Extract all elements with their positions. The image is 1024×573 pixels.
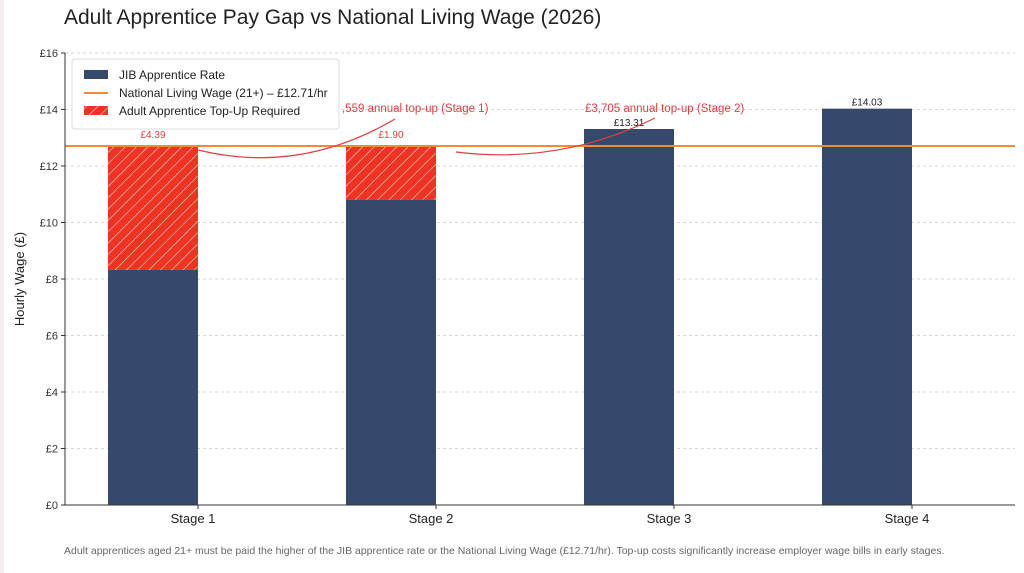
y-tick-label: £0 xyxy=(46,500,58,512)
legend-label-nlw: National Living Wage (21+) – £12.71/hr xyxy=(119,86,328,100)
footnote: Adult apprentices aged 21+ must be paid … xyxy=(64,545,945,557)
annotation-arrow-stage-2 xyxy=(455,117,656,156)
page-edge xyxy=(0,0,4,573)
y-axis-label: Hourly Wage (£) xyxy=(12,232,27,326)
bar-value-label: £14.03 xyxy=(852,98,883,109)
x-tick-label: Stage 2 xyxy=(409,511,454,526)
legend-swatch-top-up xyxy=(84,106,108,115)
x-tick-label: Stage 4 xyxy=(885,511,930,526)
bar-jib-rate xyxy=(584,128,674,505)
legend-box xyxy=(71,58,340,130)
y-tick-label: £14 xyxy=(40,105,58,117)
bar-jib-rate xyxy=(108,269,198,505)
x-tick-label: Stage 3 xyxy=(647,511,692,526)
legend-label-top-up: Adult Apprentice Top-Up Required xyxy=(119,104,300,118)
chart-title: Adult Apprentice Pay Gap vs National Liv… xyxy=(64,6,602,29)
annotation-arrow-stage-1 xyxy=(197,118,396,159)
y-tick-label: £2 xyxy=(46,444,58,456)
y-tick-label: £4 xyxy=(46,387,58,399)
bar-top-up xyxy=(108,145,198,270)
annotation-stage-1: ,559 annual top-up (Stage 1) xyxy=(342,103,489,115)
y-tick-label: £8 xyxy=(46,274,58,286)
bar-jib-rate xyxy=(822,108,912,505)
annotation-stage-2: £3,705 annual top-up (Stage 2) xyxy=(585,103,744,115)
y-tick-label: £16 xyxy=(40,48,58,60)
top-up-value-label: £4.39 xyxy=(140,130,165,141)
bar-top-up xyxy=(346,145,436,200)
bar-jib-rate xyxy=(346,199,436,505)
bar-value-label: £13.31 xyxy=(614,118,645,129)
legend-swatch-jib xyxy=(84,70,108,79)
x-tick-label: Stage 1 xyxy=(171,511,216,526)
legend-label-jib: JIB Apprentice Rate xyxy=(119,68,225,82)
y-tick-label: £12 xyxy=(40,161,58,173)
y-tick-label: £10 xyxy=(40,218,58,230)
y-tick-label: £6 xyxy=(46,331,58,343)
top-up-value-label: £1.90 xyxy=(378,130,403,141)
